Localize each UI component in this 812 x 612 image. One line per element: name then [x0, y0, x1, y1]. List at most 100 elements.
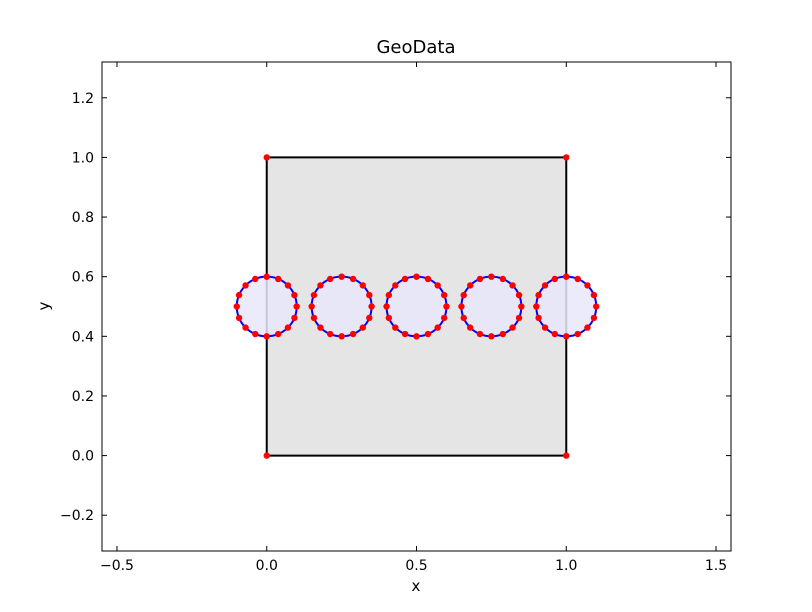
hole-point: [440, 291, 448, 299]
hole-point: [515, 314, 523, 322]
hole-point: [541, 282, 549, 289]
y-tick-label: 0.8: [72, 210, 94, 226]
hole-point: [310, 291, 318, 299]
hole-point: [368, 303, 375, 310]
hole-point: [593, 303, 600, 310]
hole-point: [284, 282, 292, 289]
hole-point: [515, 291, 523, 299]
domain-corner-point: [563, 452, 570, 459]
x-axis-ticks: −0.5 0.0 0.5 1.0 1.5: [100, 62, 727, 574]
y-tick-label: 1.0: [72, 150, 94, 166]
y-axis-ticks: −0.2 0.0 0.2 0.4 0.6 0.8 1.0 1.2: [60, 91, 731, 524]
hole-point: [291, 314, 298, 322]
x-tick-label: 1.5: [705, 558, 727, 574]
y-tick-label: −0.2: [60, 508, 94, 524]
hole-2: [308, 273, 375, 340]
hole-point: [509, 282, 516, 289]
hole-point: [488, 273, 495, 280]
hole-point: [590, 314, 598, 322]
hole-point: [338, 273, 345, 280]
hole-point: [263, 273, 270, 280]
hole-point: [392, 282, 399, 289]
hole-point: [392, 324, 399, 331]
hole-point: [467, 324, 474, 331]
hole-point: [440, 314, 448, 322]
hole-point: [252, 275, 259, 283]
y-tick-label: 0.6: [72, 270, 94, 286]
domain-corner-point: [263, 154, 270, 161]
hole-point: [349, 275, 357, 283]
hole-point: [308, 303, 315, 310]
x-tick-label: −0.5: [100, 558, 134, 574]
hole-point: [535, 291, 542, 299]
y-axis-label: y: [35, 301, 53, 310]
hole-point: [476, 330, 484, 338]
chart-title: GeoData: [376, 37, 455, 58]
hole-point: [488, 333, 495, 340]
hole-point: [584, 282, 591, 289]
x-tick-label: 1.0: [555, 558, 577, 574]
hole-point: [541, 324, 549, 331]
hole-point: [275, 275, 282, 283]
hole-point: [424, 330, 432, 338]
hole-point: [242, 324, 249, 331]
hole-point: [413, 333, 420, 340]
hole-point: [284, 324, 292, 331]
hole-point: [574, 275, 581, 283]
hole-point: [443, 303, 450, 310]
hole-point: [434, 324, 441, 331]
hole-point: [385, 314, 393, 322]
hole-point: [458, 303, 465, 310]
hole-4: [458, 273, 525, 340]
hole-point: [233, 303, 240, 310]
hole-3: [383, 273, 450, 340]
hole-point: [293, 303, 300, 310]
domain-corner-point: [263, 452, 270, 459]
x-tick-label: 0.0: [256, 558, 278, 574]
hole-point: [476, 275, 484, 283]
hole-point: [326, 330, 334, 338]
hole-point: [366, 314, 373, 322]
hole-point: [590, 291, 598, 299]
hole-point: [518, 303, 525, 310]
hole-point: [317, 324, 324, 331]
hole-point: [467, 282, 474, 289]
hole-point: [310, 314, 318, 322]
hole-point: [359, 282, 366, 289]
hole-point: [242, 282, 249, 289]
hole-point: [509, 324, 516, 331]
domain-corner-point: [563, 154, 570, 161]
hole-point: [533, 303, 540, 310]
hole-point: [252, 330, 259, 338]
y-tick-label: 1.2: [72, 91, 94, 107]
hole-point: [326, 275, 334, 283]
hole-point: [401, 330, 409, 338]
y-tick-label: 0.4: [72, 329, 94, 345]
hole-1: [233, 273, 300, 340]
hole-point: [460, 314, 467, 322]
hole-point: [499, 330, 507, 338]
hole-5: [533, 273, 600, 340]
hole-point: [385, 291, 393, 299]
hole-point: [563, 273, 570, 280]
hole-point: [551, 275, 558, 283]
hole-point: [413, 273, 420, 280]
hole-point: [424, 275, 432, 283]
x-axis-label: x: [412, 577, 421, 595]
hole-point: [235, 291, 243, 299]
hole-point: [584, 324, 591, 331]
hole-point: [535, 314, 542, 322]
hole-point: [275, 330, 282, 338]
hole-point: [338, 333, 345, 340]
hole-point: [401, 275, 409, 283]
y-tick-label: 0.2: [72, 389, 94, 405]
hole-point: [499, 275, 507, 283]
hole-point: [317, 282, 324, 289]
hole-point: [551, 330, 558, 338]
hole-point: [263, 333, 270, 340]
hole-point: [460, 291, 467, 299]
hole-point: [434, 282, 441, 289]
hole-point: [383, 303, 390, 310]
x-tick-label: 0.5: [405, 558, 427, 574]
